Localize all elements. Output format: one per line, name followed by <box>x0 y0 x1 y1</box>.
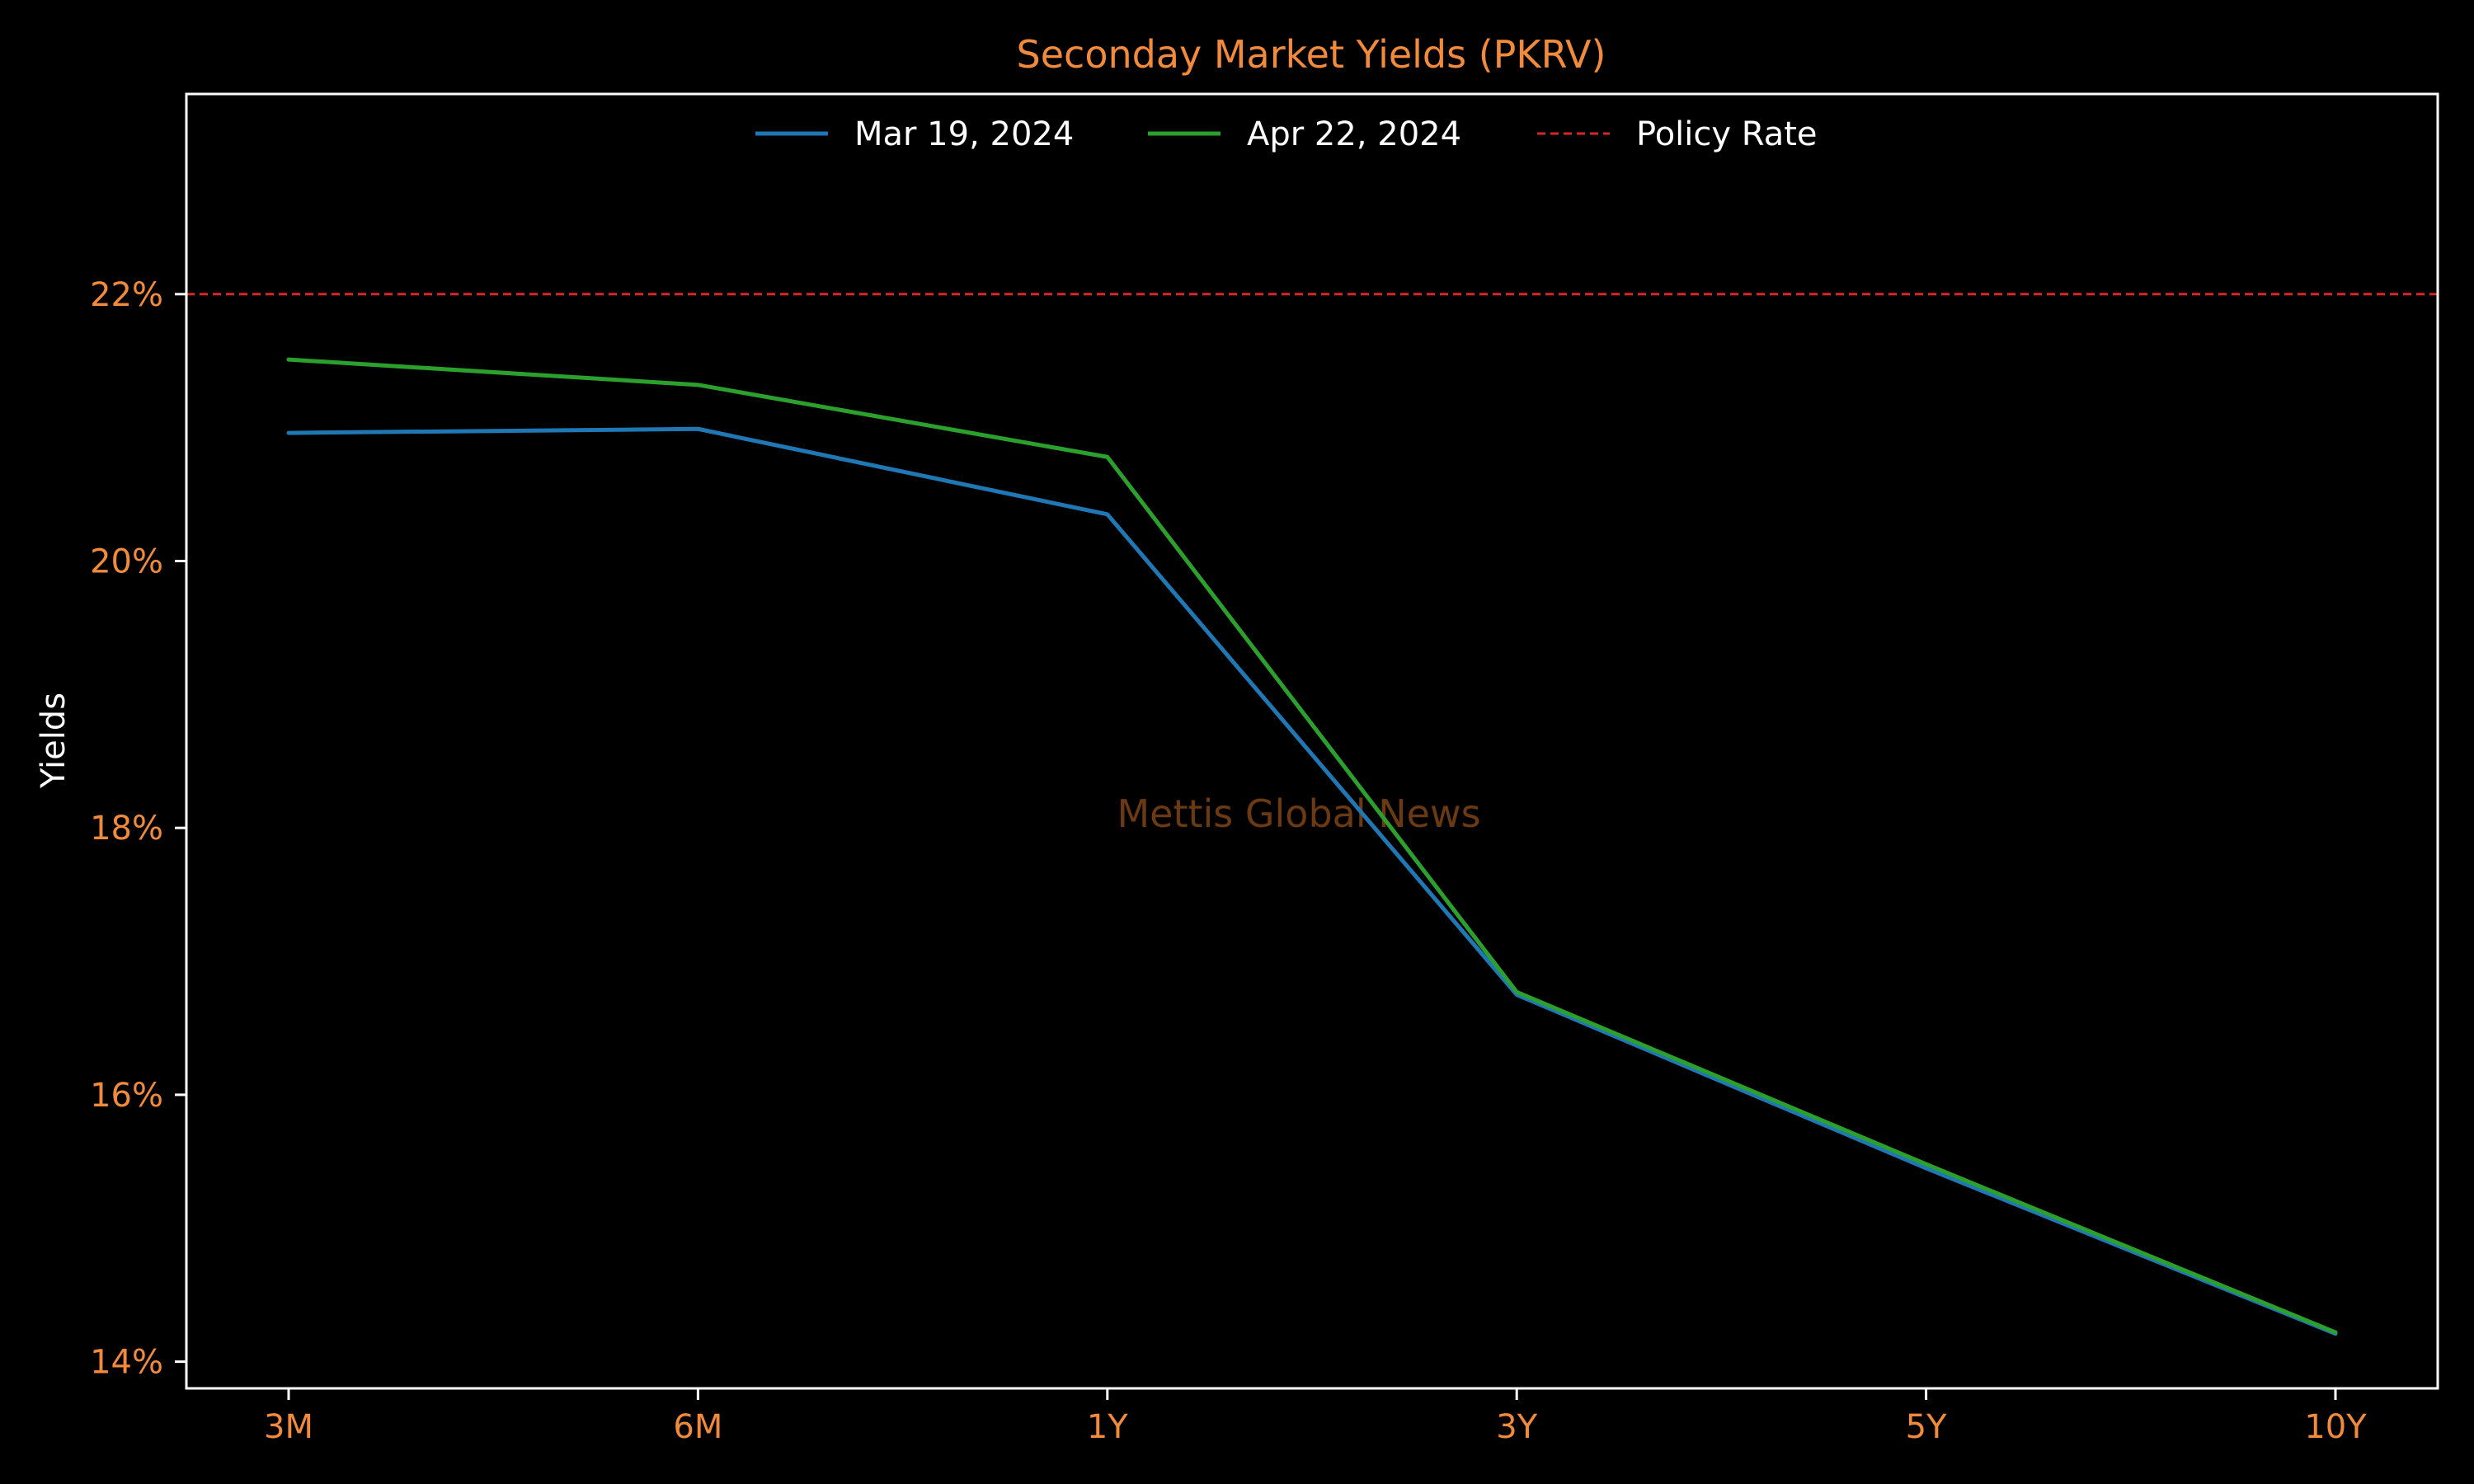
legend-label: Mar 19, 2024 <box>854 115 1074 153</box>
legend-entry-mar-19-2024: Mar 19, 2024 <box>755 115 1074 153</box>
legend-label: Policy Rate <box>1636 115 1818 153</box>
series-line-apr-22-2024 <box>286 357 2338 1335</box>
series-line-mar-19-2024 <box>286 426 2338 1336</box>
legend: Mar 19, 2024 Apr 22, 2024 Policy Rate <box>755 115 1818 153</box>
watermark: Mettis Global News <box>1117 791 1480 836</box>
x-tick-label: 3M <box>264 1408 313 1446</box>
x-tick-label: 10Y <box>2304 1408 2367 1446</box>
x-axis-ticks: 3M 6M 1Y 3Y 5Y 10Y <box>264 1388 2367 1446</box>
plot-lines <box>186 293 2438 1336</box>
plot-frame <box>185 92 2439 1390</box>
legend-label: Apr 22, 2024 <box>1247 115 1461 153</box>
y-tick-label: 18% <box>90 810 163 848</box>
y-tick-label: 16% <box>90 1077 163 1115</box>
y-tick-label: 20% <box>90 542 163 580</box>
y-axis-label: Yields <box>35 693 73 789</box>
y-axis-ticks: 14% 16% 18% 20% 22% <box>90 276 186 1382</box>
legend-entry-policy-rate: Policy Rate <box>1537 115 1818 153</box>
y-tick-label: 14% <box>90 1344 163 1382</box>
x-tick-label: 3Y <box>1496 1408 1537 1446</box>
legend-entry-apr-22-2024: Apr 22, 2024 <box>1148 115 1461 153</box>
x-tick-label: 5Y <box>1906 1408 1947 1446</box>
chart-title: Seconday Market Yields (PKRV) <box>1017 32 1606 77</box>
y-tick-label: 22% <box>90 276 163 314</box>
x-tick-label: 1Y <box>1087 1408 1128 1446</box>
x-tick-label: 6M <box>673 1408 722 1446</box>
